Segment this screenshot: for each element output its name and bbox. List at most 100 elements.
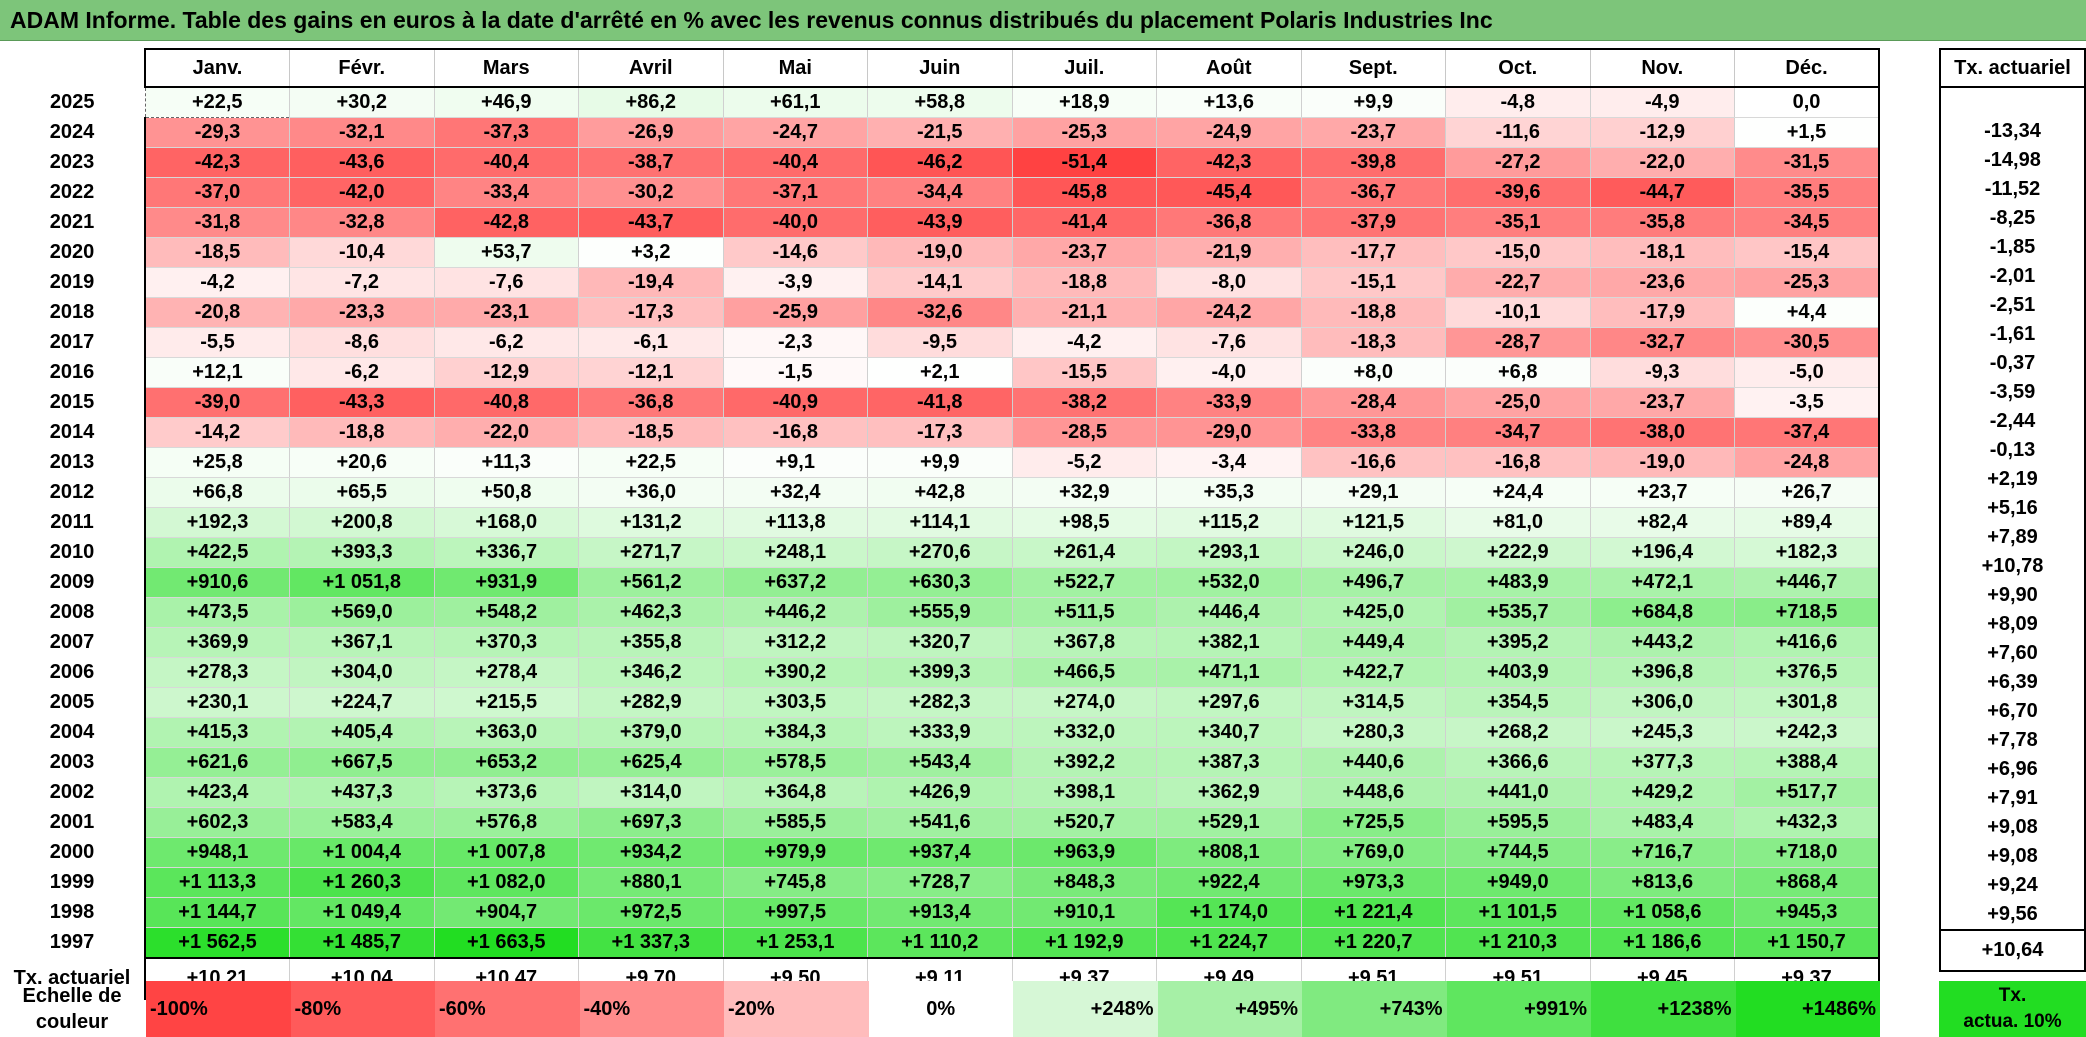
gain-cell: -41,4 xyxy=(1011,207,1157,238)
gain-cell: -4,8 xyxy=(1445,87,1590,118)
gain-cell: -8,0 xyxy=(1156,267,1301,298)
year-row: 2011 +192,3 +200,8 +168,0 +131,2 +113,8 +114,1… xyxy=(0,507,1880,538)
gain-cell: +716,7 xyxy=(1589,837,1735,868)
gain-cell: -21,5 xyxy=(867,117,1012,148)
gain-cell: +12,1 xyxy=(144,357,290,388)
gain-cell: -15,1 xyxy=(1300,267,1446,298)
gain-cell: +312,2 xyxy=(722,627,868,658)
gain-cell: +684,8 xyxy=(1589,597,1735,628)
gain-cell: -36,8 xyxy=(1156,207,1301,238)
tx-actuariel-cell: +7,89 xyxy=(1939,523,2086,552)
gain-cell: +393,3 xyxy=(289,537,434,568)
gain-cell: +543,4 xyxy=(867,747,1012,778)
gain-cell: +555,9 xyxy=(867,597,1012,628)
tx-actuariel-cell: -2,44 xyxy=(1939,407,2086,436)
gain-cell: -23,1 xyxy=(433,297,579,328)
gain-cell: -24,2 xyxy=(1156,297,1301,328)
gain-cell: +1 082,0 xyxy=(433,867,579,898)
gain-cell: +808,1 xyxy=(1156,837,1301,868)
year-label: 2009 xyxy=(49,571,95,593)
gain-cell: -37,1 xyxy=(722,177,868,208)
year-row: 2016 +12,1 -6,2 -12,9 -12,1 -1,5 +2,1 -15,5 -4,0… xyxy=(0,357,1880,388)
gain-cell: -23,7 xyxy=(1300,117,1446,148)
gain-cell: +82,4 xyxy=(1589,507,1735,538)
gain-cell: +390,2 xyxy=(722,657,868,688)
gain-cell: -28,5 xyxy=(1011,417,1157,448)
year-label: 2020 xyxy=(49,241,95,263)
gain-cell: +32,4 xyxy=(722,477,868,508)
gain-cell: +472,1 xyxy=(1589,567,1735,598)
gain-cell: +462,3 xyxy=(578,597,723,628)
tx-actuariel-cell: +7,60 xyxy=(1939,639,2086,668)
gain-cell: -17,7 xyxy=(1300,237,1446,268)
gain-cell: -35,1 xyxy=(1445,207,1590,238)
year-row: 2020 -18,5 -10,4 +53,7 +3,2 -14,6 -19,0 -23,7 -2… xyxy=(0,237,1880,268)
gain-cell: +446,2 xyxy=(722,597,868,628)
gain-cell: +301,8 xyxy=(1734,687,1880,718)
year-row: 2022 -37,0 -42,0 -33,4 -30,2 -37,1 -34,4 -45,8-… xyxy=(0,177,1880,208)
gain-cell: -34,5 xyxy=(1734,207,1880,238)
gain-cell: +725,5 xyxy=(1300,807,1446,838)
gain-cell: -38,0 xyxy=(1589,417,1735,448)
gain-cell: -43,7 xyxy=(578,207,723,238)
tx-actuariel-cell: -11,52 xyxy=(1939,175,2086,204)
gain-cell: +230,1 xyxy=(144,687,290,718)
gain-cell: +1 049,4 xyxy=(289,897,434,928)
gain-cell: +215,5 xyxy=(433,687,579,718)
gain-cell: +346,2 xyxy=(578,657,723,688)
year-label: 2005 xyxy=(49,691,95,713)
gain-cell: -39,6 xyxy=(1445,177,1590,208)
year-label: 2004 xyxy=(49,721,95,743)
tx-actuariel-cell: +9,24 xyxy=(1939,871,2086,900)
tx-actuariel-cell xyxy=(1939,87,2086,117)
gain-cell: +1 260,3 xyxy=(289,867,434,898)
gain-cell: +443,2 xyxy=(1589,627,1735,658)
gain-cell: -21,9 xyxy=(1156,237,1301,268)
gain-cell: -15,5 xyxy=(1011,357,1157,388)
gain-cell: -14,6 xyxy=(722,237,868,268)
tx-actua-legend: Tx. actua. 10% xyxy=(1939,981,2086,1037)
gain-cell: +306,0 xyxy=(1589,687,1735,718)
gain-cell: +697,3 xyxy=(578,807,723,838)
gain-cell: +583,4 xyxy=(289,807,434,838)
gain-cell: -23,7 xyxy=(1589,387,1735,418)
gain-cell: +595,5 xyxy=(1445,807,1590,838)
gain-cell: +86,2 xyxy=(578,87,723,118)
gain-cell: +362,9 xyxy=(1156,777,1301,808)
year-label: 2021 xyxy=(49,211,95,233)
year-label: 2017 xyxy=(49,331,95,353)
gain-cell: -45,4 xyxy=(1156,177,1301,208)
gain-cell: +200,8 xyxy=(289,507,434,538)
tx-actuariel-header: Tx. actuariel xyxy=(1939,48,2086,88)
gain-cell: +1 663,5 xyxy=(433,927,579,959)
gain-cell: +904,7 xyxy=(433,897,579,928)
gain-cell: +196,4 xyxy=(1589,537,1735,568)
gain-cell: +848,3 xyxy=(1011,867,1157,898)
year-row: 2000 +948,1 +1 004,4 +1 007,8 +934,2 +979,9 +9… xyxy=(0,837,1880,868)
gain-cell: +934,2 xyxy=(578,837,723,868)
gain-cell: -8,6 xyxy=(289,327,434,358)
gain-cell: -25,3 xyxy=(1011,117,1157,148)
gain-cell: +745,8 xyxy=(722,867,868,898)
color-scale-swatch: +1238% xyxy=(1591,981,1736,1037)
gain-cell: +437,3 xyxy=(289,777,434,808)
gain-cell: +578,5 xyxy=(722,747,868,778)
gain-cell: +192,3 xyxy=(144,507,290,538)
gain-cell: +496,7 xyxy=(1300,567,1446,598)
color-scale-swatch: -20% xyxy=(724,981,869,1037)
gain-cell: -35,8 xyxy=(1589,207,1735,238)
gain-cell: +653,2 xyxy=(433,747,579,778)
gain-cell: +222,9 xyxy=(1445,537,1590,568)
tx-actuariel-cell: +2,19 xyxy=(1939,465,2086,494)
gain-cell: +541,6 xyxy=(867,807,1012,838)
tx-actuariel-cell: +6,70 xyxy=(1939,697,2086,726)
gain-cell: -41,8 xyxy=(867,387,1012,418)
gain-cell: +425,0 xyxy=(1300,597,1446,628)
gain-cell: +440,6 xyxy=(1300,747,1446,778)
gain-cell: +529,1 xyxy=(1156,807,1301,838)
gain-cell: +278,4 xyxy=(433,657,579,688)
gain-cell: +471,1 xyxy=(1156,657,1301,688)
gain-cell: -22,0 xyxy=(1589,147,1735,178)
gain-cell: -10,1 xyxy=(1445,297,1590,328)
gain-cell: +569,0 xyxy=(289,597,434,628)
